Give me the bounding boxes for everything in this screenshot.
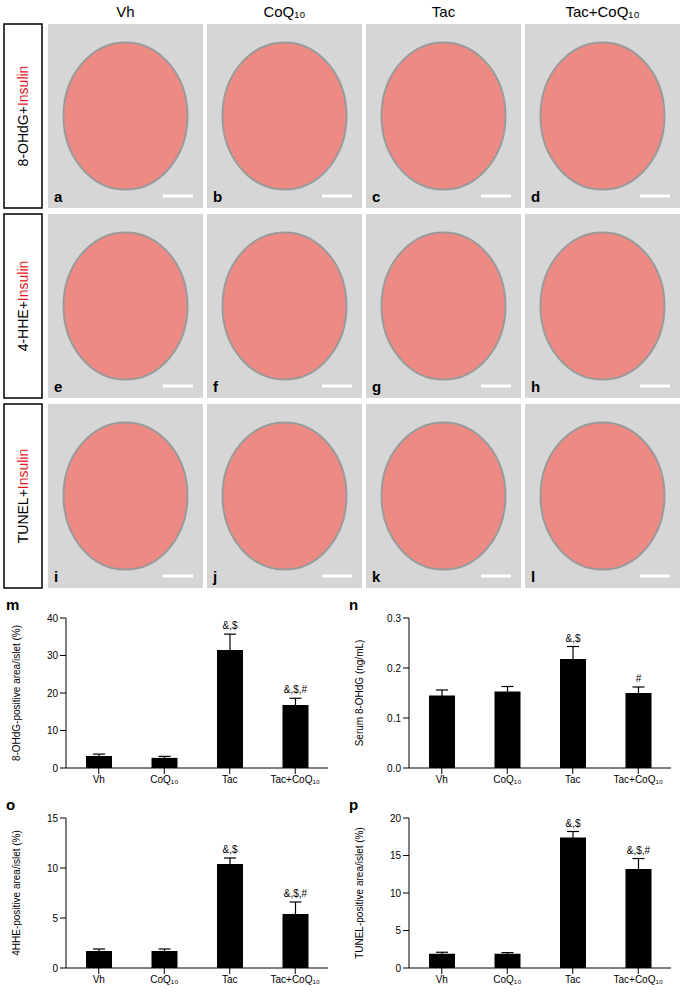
svg-text:Vh: Vh [436,974,448,985]
html-text:o: o [6,796,16,813]
svg-text:0.1: 0.1 [387,713,401,724]
svg-text:8-OHdG-positive area/islet (%): 8-OHdG-positive area/islet (%) [11,625,22,761]
svg-text:8-OHdG+Insulin: 8-OHdG+Insulin [15,66,31,167]
svg-text:0.3: 0.3 [387,613,401,624]
svg-text:4HHE-positive area/islet (%): 4HHE-positive area/islet (%) [11,830,22,956]
svg-text:&,$,#: &,$,# [284,684,308,695]
svg-text:Tac+CoQ₁₀: Tac+CoQ₁₀ [614,774,664,785]
svg-text:20: 20 [390,813,402,824]
svg-text:k: k [372,568,381,585]
svg-text:c: c [372,188,380,205]
svg-text:Tac: Tac [565,774,581,785]
svg-text:Tac+CoQ₁₀: Tac+CoQ₁₀ [565,3,639,20]
html-text:n: n [349,596,359,613]
svg-text:4-HHE+Insulin: 4-HHE+Insulin [15,261,31,352]
svg-text:e: e [54,378,62,395]
svg-text:5: 5 [395,925,401,936]
svg-text:b: b [213,188,222,205]
svg-text:l: l [531,568,535,585]
svg-text:15: 15 [47,813,59,824]
svg-text:10: 10 [390,888,402,899]
svg-text:&,$,#: &,$,# [627,845,651,856]
svg-text:0.0: 0.0 [387,763,401,774]
svg-text:0: 0 [52,963,58,974]
svg-text:Tac: Tac [565,974,581,985]
svg-text:#: # [636,673,642,684]
svg-text:a: a [54,188,63,205]
svg-text:CoQ₁₀: CoQ₁₀ [150,974,178,985]
svg-text:Tac: Tac [222,974,238,985]
svg-text:Tac+CoQ₁₀: Tac+CoQ₁₀ [271,774,321,785]
html-text:m: m [6,596,20,613]
svg-text:0: 0 [52,763,58,774]
svg-text:Vh: Vh [93,774,105,785]
svg-text:CoQ₁₀: CoQ₁₀ [493,974,521,985]
svg-text:30: 30 [47,650,59,661]
svg-text:Serum 8-OHdG (ng/mL): Serum 8-OHdG (ng/mL) [354,640,365,747]
svg-text:j: j [212,568,217,585]
svg-text:Vh: Vh [436,774,448,785]
svg-text:TUNEL+Insulin: TUNEL+Insulin [15,449,31,544]
svg-text:Tac+CoQ₁₀: Tac+CoQ₁₀ [271,974,321,985]
svg-text:Tac+CoQ₁₀: Tac+CoQ₁₀ [614,974,664,985]
svg-text:d: d [531,188,540,205]
svg-text:f: f [213,378,219,395]
svg-text:0.2: 0.2 [387,663,401,674]
svg-text:Tac: Tac [222,774,238,785]
svg-text:i: i [54,568,58,585]
svg-text:h: h [531,378,540,395]
svg-text:CoQ₁₀: CoQ₁₀ [263,3,305,20]
svg-text:CoQ₁₀: CoQ₁₀ [493,774,521,785]
svg-text:&,$: &,$ [222,844,237,855]
svg-text:&,$: &,$ [222,620,237,631]
svg-text:TUNEL-positive area/islet (%): TUNEL-positive area/islet (%) [354,827,365,959]
svg-text:Tac: Tac [432,3,456,20]
svg-text:Vh: Vh [116,3,134,20]
svg-text:CoQ₁₀: CoQ₁₀ [150,774,178,785]
svg-text:0: 0 [395,963,401,974]
svg-text:20: 20 [47,688,59,699]
svg-text:40: 40 [47,613,59,624]
svg-text:&,$,#: &,$,# [284,888,308,899]
svg-text:Vh: Vh [93,974,105,985]
svg-text:15: 15 [390,850,402,861]
svg-text:g: g [372,378,381,395]
svg-text:&,$: &,$ [565,818,580,829]
svg-text:10: 10 [47,725,59,736]
svg-text:&,$: &,$ [565,633,580,644]
html-text:p: p [349,796,359,813]
svg-text:5: 5 [52,913,58,924]
svg-text:10: 10 [47,863,59,874]
